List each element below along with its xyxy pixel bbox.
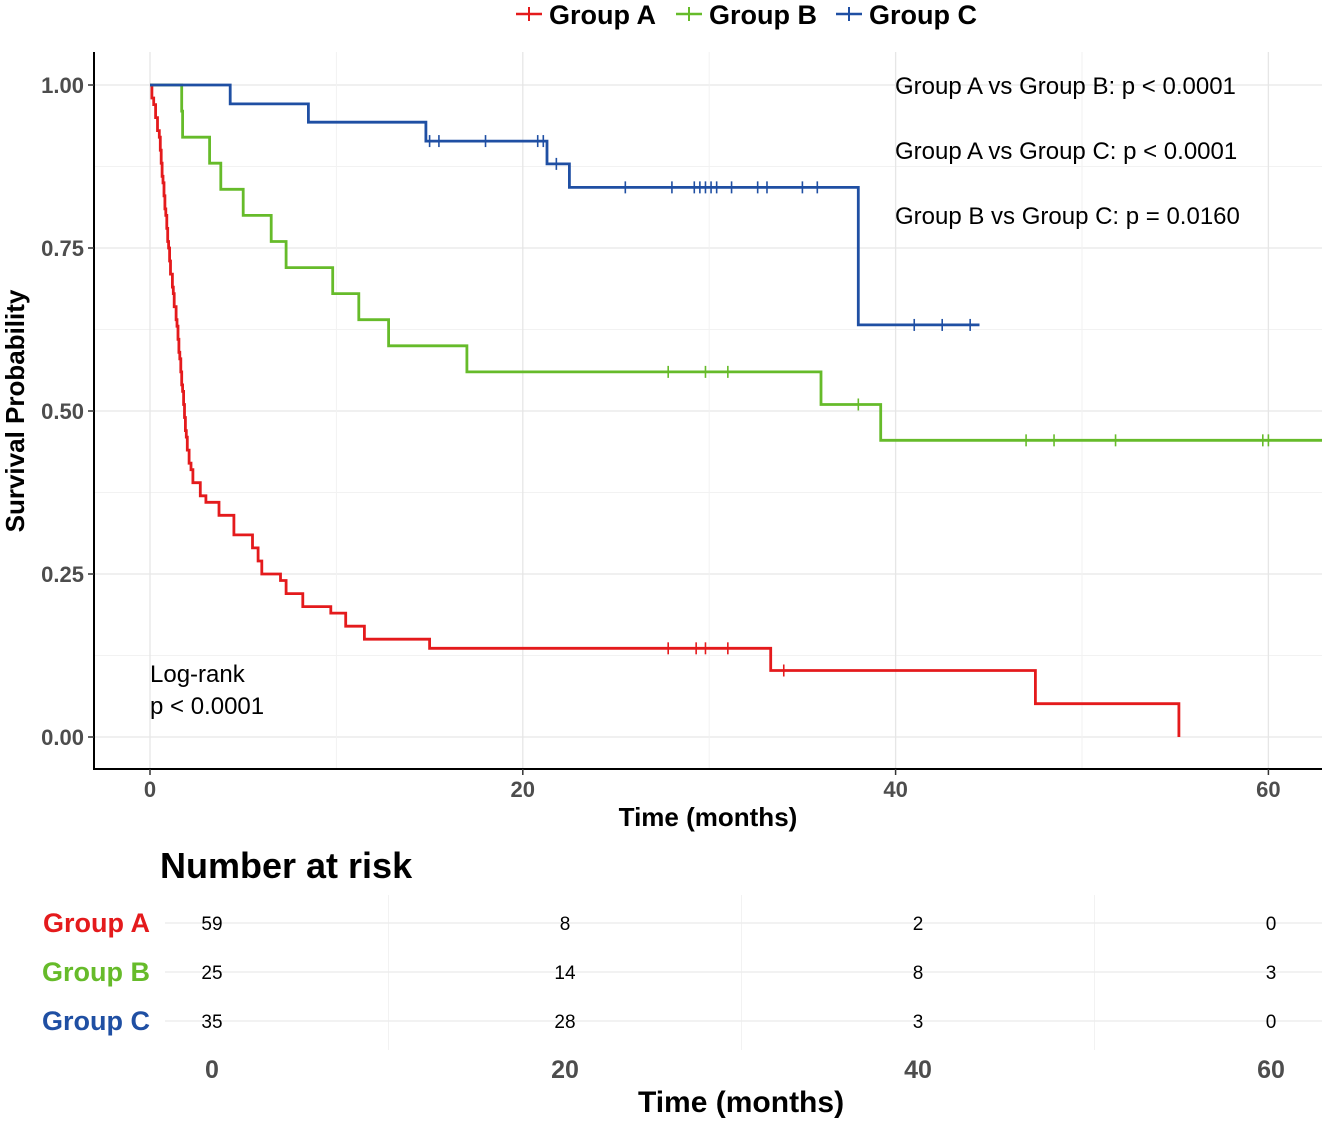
survival-curve-group-a bbox=[150, 83, 1181, 737]
legend-label: Group B bbox=[709, 0, 817, 30]
x-axis-title: Time (months) bbox=[619, 802, 798, 832]
risk-table: Number at risk Time (months) Group A 59 8 2… bbox=[42, 845, 1322, 1119]
risk-table-title: Number at risk bbox=[160, 845, 413, 886]
risk-count: 0 bbox=[1266, 914, 1277, 935]
risk-count: 8 bbox=[913, 963, 924, 984]
logrank-label: Log-rank bbox=[150, 661, 246, 688]
legend-label: Group C bbox=[869, 0, 977, 30]
risk-count: 59 bbox=[201, 914, 222, 935]
risk-row-label: Group B bbox=[42, 957, 150, 987]
x-tick-label: 40 bbox=[883, 777, 907, 802]
risk-count: 28 bbox=[554, 1012, 575, 1033]
y-tick-label: 0.00 bbox=[41, 725, 84, 750]
risk-count: 3 bbox=[1266, 963, 1277, 984]
survival-curve-group-b bbox=[150, 83, 1322, 442]
risk-x-tick-label: 20 bbox=[551, 1056, 579, 1084]
y-tick-label: 0.25 bbox=[41, 562, 84, 587]
legend: Group A Group B Group C bbox=[516, 0, 977, 30]
risk-count: 0 bbox=[1266, 1012, 1277, 1033]
risk-count: 2 bbox=[913, 914, 924, 935]
x-tick-label: 0 bbox=[144, 777, 156, 802]
legend-label: Group A bbox=[549, 0, 656, 30]
risk-count: 35 bbox=[201, 1012, 222, 1033]
risk-count: 8 bbox=[560, 914, 571, 935]
logrank-pvalue: p < 0.0001 bbox=[150, 693, 264, 720]
risk-count: 25 bbox=[201, 963, 222, 984]
annotations: Group A vs Group B: p < 0.0001 Group A v… bbox=[150, 73, 1240, 720]
comparison-annotation: Group B vs Group C: p = 0.0160 bbox=[895, 203, 1240, 230]
risk-x-tick-label: 40 bbox=[904, 1056, 932, 1084]
risk-table-x-axis-title: Time (months) bbox=[638, 1086, 844, 1119]
comparison-annotation: Group A vs Group B: p < 0.0001 bbox=[895, 73, 1236, 100]
x-tick-label: 60 bbox=[1256, 777, 1280, 802]
series-layer bbox=[150, 83, 1322, 737]
risk-row-label: Group C bbox=[42, 1006, 150, 1036]
x-tick-label: 20 bbox=[511, 777, 535, 802]
y-tick-label: 0.50 bbox=[41, 399, 84, 424]
risk-row-label: Group A bbox=[43, 908, 150, 938]
comparison-annotation: Group A vs Group C: p < 0.0001 bbox=[895, 138, 1237, 165]
axes: 0.00 0.25 0.50 0.75 1.00 0 20 40 60 bbox=[41, 52, 1322, 802]
survival-curve-group-c bbox=[150, 83, 980, 327]
y-axis-title: Survival Probability bbox=[0, 289, 30, 532]
risk-x-tick-label: 60 bbox=[1257, 1056, 1285, 1084]
risk-count: 3 bbox=[913, 1012, 924, 1033]
y-tick-label: 0.75 bbox=[41, 236, 84, 261]
risk-x-tick-label: 0 bbox=[205, 1056, 219, 1084]
risk-count: 14 bbox=[554, 963, 576, 984]
y-tick-label: 1.00 bbox=[41, 73, 84, 98]
